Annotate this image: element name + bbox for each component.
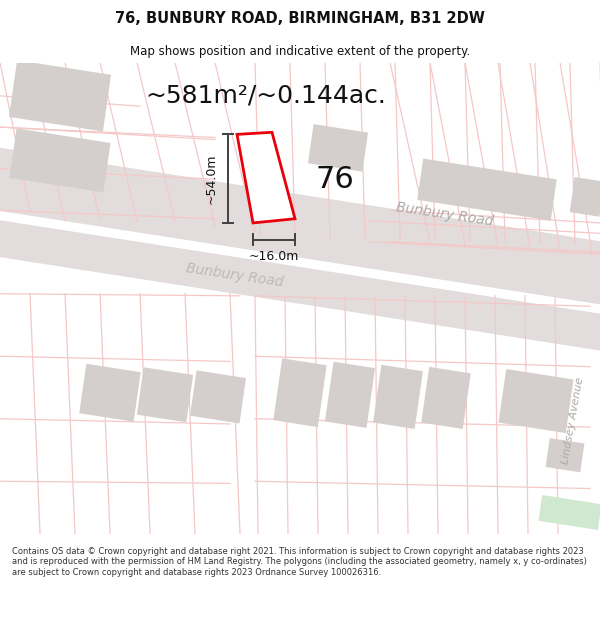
Polygon shape bbox=[421, 367, 471, 429]
Text: Lindsey Avenue: Lindsey Avenue bbox=[560, 376, 586, 465]
Polygon shape bbox=[190, 371, 246, 423]
Polygon shape bbox=[137, 368, 193, 423]
Polygon shape bbox=[79, 364, 141, 422]
Polygon shape bbox=[538, 495, 600, 530]
Polygon shape bbox=[0, 138, 600, 314]
Polygon shape bbox=[417, 159, 557, 221]
Polygon shape bbox=[274, 358, 326, 427]
Text: 76, BUNBURY ROAD, BIRMINGHAM, B31 2DW: 76, BUNBURY ROAD, BIRMINGHAM, B31 2DW bbox=[115, 11, 485, 26]
Text: ~16.0m: ~16.0m bbox=[249, 250, 299, 263]
Text: Contains OS data © Crown copyright and database right 2021. This information is : Contains OS data © Crown copyright and d… bbox=[12, 547, 587, 577]
Polygon shape bbox=[10, 128, 110, 192]
Polygon shape bbox=[499, 369, 574, 433]
Polygon shape bbox=[569, 177, 600, 217]
Polygon shape bbox=[237, 132, 295, 223]
Polygon shape bbox=[545, 438, 584, 472]
Text: Bunbury Road: Bunbury Road bbox=[395, 201, 494, 229]
Polygon shape bbox=[308, 124, 368, 172]
Text: 76: 76 bbox=[316, 164, 355, 194]
Text: ~581m²/~0.144ac.: ~581m²/~0.144ac. bbox=[145, 84, 386, 108]
Text: Bunbury Road: Bunbury Road bbox=[185, 261, 284, 289]
Polygon shape bbox=[9, 60, 111, 131]
Text: Map shows position and indicative extent of the property.: Map shows position and indicative extent… bbox=[130, 46, 470, 58]
Polygon shape bbox=[325, 362, 375, 428]
Polygon shape bbox=[0, 209, 600, 361]
Polygon shape bbox=[373, 365, 423, 429]
Text: ~54.0m: ~54.0m bbox=[205, 153, 218, 204]
